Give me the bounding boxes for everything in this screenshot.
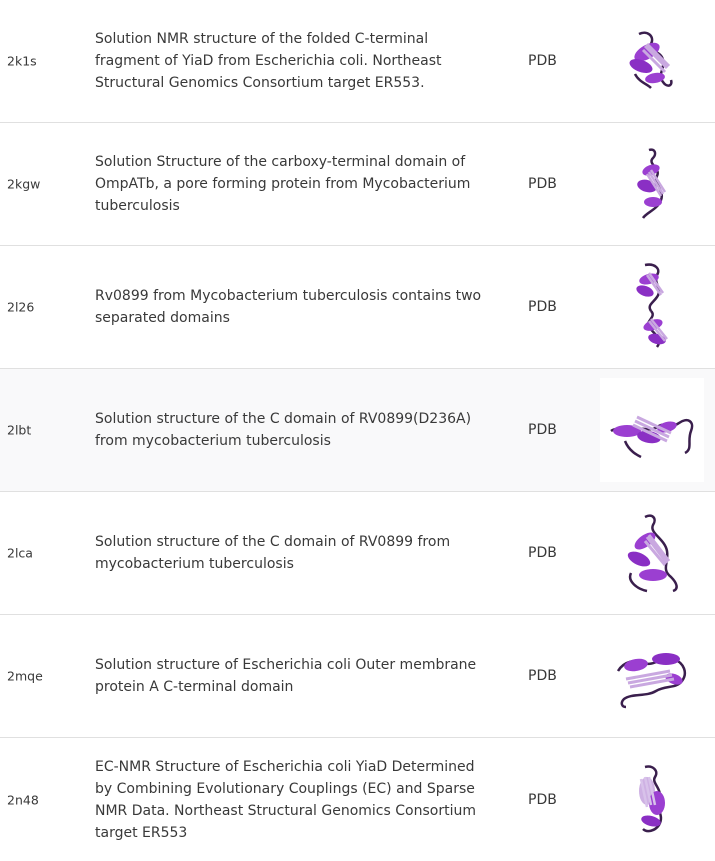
structure-description: Solution structure of Escherichia coli O…	[95, 657, 477, 695]
structure-description: EC-NMR Structure of Escherichia coli Yia…	[95, 758, 476, 841]
table-row[interactable]: 2kgw Solution Structure of the carboxy-t…	[0, 123, 715, 246]
pdb-id[interactable]: 2n48	[7, 792, 39, 807]
source-label: PDB	[528, 668, 557, 684]
pdb-id[interactable]: 2mqe	[7, 668, 43, 684]
source-label: PDB	[528, 53, 557, 69]
protein-structure-icon	[637, 148, 667, 219]
structure-description: Solution NMR structure of the folded C-t…	[95, 31, 442, 91]
structure-description: Solution structure of the C domain of RV…	[95, 411, 472, 449]
protein-structure-icon	[610, 415, 694, 459]
source-label: PDB	[528, 545, 557, 561]
protein-structure-thumbnail[interactable]	[600, 255, 704, 359]
source-label: PDB	[528, 176, 557, 192]
table-row[interactable]: 2mqe Solution structure of Escherichia c…	[0, 615, 715, 738]
source-label: PDB	[528, 791, 557, 808]
protein-structure-icon	[639, 764, 665, 832]
table-row[interactable]: 2l26 Rv0899 from Mycobacterium tuberculo…	[0, 246, 715, 369]
source-label: PDB	[528, 299, 557, 315]
table-row[interactable]: 2lbt Solution structure of the C domain …	[0, 369, 715, 492]
protein-structure-icon	[627, 514, 678, 593]
pdb-id[interactable]: 2lca	[7, 545, 33, 561]
pdb-id[interactable]: 2k1s	[7, 53, 37, 69]
pdb-id[interactable]: 2l26	[7, 299, 35, 315]
protein-structure-icon	[636, 263, 668, 348]
pdb-id[interactable]: 2lbt	[7, 422, 32, 438]
source-label: PDB	[528, 422, 557, 438]
protein-structure-thumbnail[interactable]	[600, 624, 704, 728]
table-row[interactable]: 2lca Solution structure of the C domain …	[0, 492, 715, 615]
protein-structure-thumbnail[interactable]	[600, 748, 704, 852]
protein-structure-icon	[629, 31, 673, 89]
structure-description: Solution structure of the C domain of RV…	[95, 534, 451, 572]
table-row[interactable]: 2k1s Solution NMR structure of the folde…	[0, 0, 715, 123]
protein-structure-thumbnail[interactable]	[600, 378, 704, 482]
protein-structure-thumbnail[interactable]	[600, 9, 704, 113]
protein-structure-icon	[616, 653, 686, 709]
structure-description: Rv0899 from Mycobacterium tuberculosis c…	[95, 288, 482, 326]
table-row[interactable]: 2n48 EC-NMR Structure of Escherichia col…	[0, 738, 715, 861]
pdb-id[interactable]: 2kgw	[7, 176, 41, 192]
protein-structure-thumbnail[interactable]	[600, 132, 704, 236]
protein-structure-thumbnail[interactable]	[600, 501, 704, 605]
structure-description: Solution Structure of the carboxy-termin…	[95, 154, 471, 214]
